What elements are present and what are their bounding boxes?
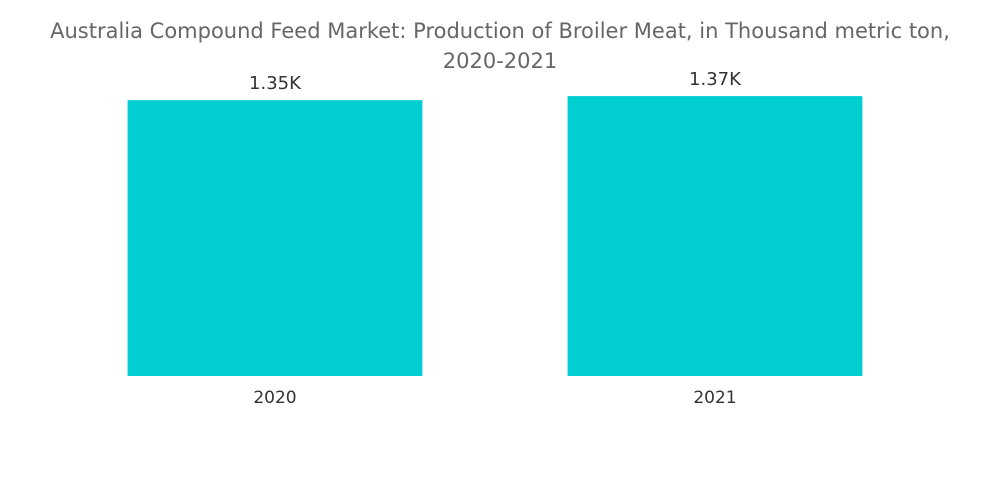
x-tick-label-2021: 2021 — [693, 388, 736, 408]
chart-title-line-2: 2020-2021 — [442, 49, 558, 73]
bar-2020 — [127, 100, 423, 376]
bar-2021 — [567, 96, 863, 376]
chart-title-line-1: Australia Compound Feed Market: Producti… — [50, 19, 950, 43]
data-label-2021: 1.37K — [689, 69, 742, 90]
chart-title: Australia Compound Feed Market: Producti… — [0, 16, 1000, 76]
data-label-2020: 1.35K — [249, 73, 302, 94]
x-tick-label-2020: 2020 — [253, 388, 296, 408]
